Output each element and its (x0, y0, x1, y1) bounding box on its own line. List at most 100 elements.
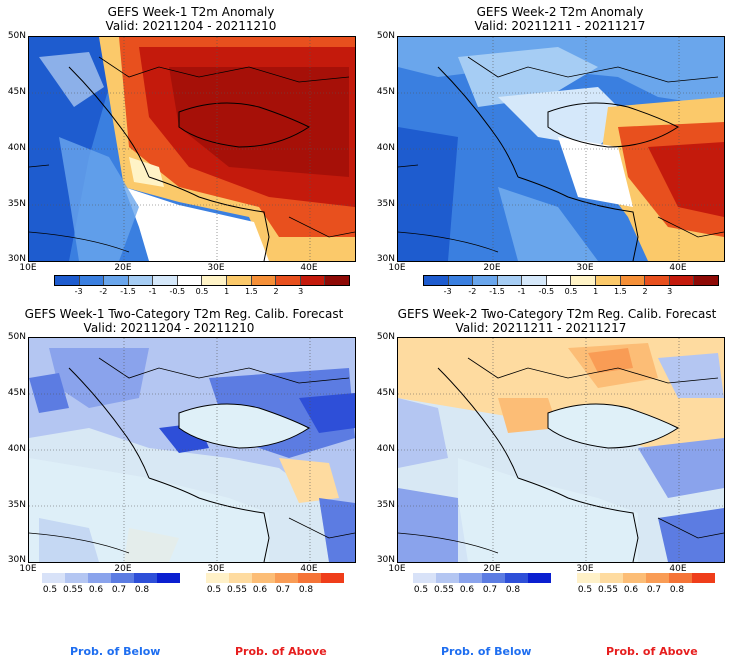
panel1-valid: Valid: 20211204 - 20211210 (105, 19, 277, 33)
probability-swatch (623, 573, 646, 583)
p3-lat-40n: 40N (7, 444, 26, 454)
probability-swatch (436, 573, 459, 583)
anomaly-tick-label: -1.5 (120, 287, 136, 296)
p3-lon-20e: 20E (114, 564, 132, 574)
anomaly-tick-label: -2 (99, 287, 108, 296)
anomaly-tick-label: 2 (273, 287, 279, 296)
p1-lat-40n: 40N (7, 143, 26, 153)
anomaly-swatch (473, 276, 498, 285)
anomaly-swatch (571, 276, 597, 285)
prob-below-colorbar-week1 (42, 573, 180, 583)
p2-lon-30e: 30E (576, 263, 594, 273)
panel2-valid: Valid: 20211211 - 20211217 (474, 19, 646, 33)
probability-tick-label: 0.6 (88, 585, 104, 595)
probability-tick-label: 0.5 (413, 585, 429, 595)
p2-lat-45n: 45N (376, 87, 395, 97)
anomaly-swatch (227, 276, 252, 285)
prob-above-colorbar-week1 (206, 573, 344, 583)
week1-anomaly-field (29, 37, 355, 261)
p1-lon-30e: 30E (207, 263, 225, 273)
anomaly-swatch (645, 276, 670, 285)
week2-anomaly-map (397, 36, 725, 262)
anomaly-tick-label: -1 (517, 287, 526, 296)
anomaly-swatch (596, 276, 621, 285)
footer-prob-below-right: Prob. of Below (441, 645, 532, 658)
anomaly-swatch (276, 276, 301, 285)
p2-lat-35n: 35N (376, 199, 395, 209)
probability-tick-label: 0.8 (505, 585, 521, 595)
p4-lon-40e: 40E (669, 564, 687, 574)
p4-lon-30e: 30E (576, 564, 594, 574)
probability-swatch (459, 573, 482, 583)
probability-tick-label: 0.55 (62, 585, 84, 595)
probability-tick-label: 0.7 (646, 585, 662, 595)
anomaly-swatch (522, 276, 547, 285)
anomaly-tick-label: 1 (593, 287, 599, 296)
anomaly-tick-label: -1.5 (489, 287, 505, 296)
anomaly-swatch (448, 276, 474, 285)
anomaly-swatch (546, 276, 572, 285)
probability-swatch (321, 573, 344, 583)
anomaly-swatch (694, 276, 718, 285)
panel3-valid: Valid: 20211204 - 20211210 (83, 321, 255, 335)
probability-tick-label: 0.6 (459, 585, 475, 595)
probability-swatch (134, 573, 157, 583)
probability-swatch (482, 573, 505, 583)
probability-swatch (692, 573, 715, 583)
anomaly-swatch (55, 276, 80, 285)
p4-lat-40n: 40N (376, 444, 395, 454)
panel3-title: GEFS Week-1 Two-Category T2m Reg. Calib.… (24, 307, 344, 321)
p2-lon-10e: 10E (388, 263, 406, 273)
probability-swatch (505, 573, 528, 583)
anomaly-swatch (424, 276, 449, 285)
anomaly-colorbar-week1 (54, 275, 350, 286)
p1-lon-20e: 20E (114, 263, 132, 273)
anomaly-tick-label: 0.5 (564, 287, 578, 296)
anomaly-swatch (153, 276, 178, 285)
p4-lon-10e: 10E (388, 564, 406, 574)
anomaly-tick-label: 1.5 (613, 287, 627, 296)
panel4-valid: Valid: 20211211 - 20211217 (455, 321, 627, 335)
anomaly-tick-label: -0.5 (538, 287, 555, 296)
p2-lon-40e: 40E (669, 263, 687, 273)
p3-lon-30e: 30E (207, 564, 225, 574)
anomaly-colorbar-week2 (423, 275, 719, 286)
p4-lat-30n: 30N (376, 555, 395, 565)
probability-tick-label: 0.5 (42, 585, 58, 595)
anomaly-tick-label: 3 (298, 287, 304, 296)
anomaly-tick-label: -1 (148, 287, 157, 296)
week1-anomaly-map (28, 36, 356, 262)
anomaly-tick-label: -3 (74, 287, 83, 296)
anomaly-swatch (620, 276, 646, 285)
week1-probability-field (29, 338, 355, 562)
p3-lat-35n: 35N (7, 500, 26, 510)
probability-swatch (577, 573, 600, 583)
anomaly-tick-label: -3 (443, 287, 452, 296)
p1-lon-10e: 10E (19, 263, 37, 273)
panel2-title: GEFS Week-2 T2m Anomaly (476, 5, 644, 19)
anomaly-swatch (104, 276, 129, 285)
probability-swatch (88, 573, 111, 583)
anomaly-tick-label: -2 (468, 287, 477, 296)
probability-tick-label: 0.8 (134, 585, 150, 595)
p4-lat-45n: 45N (376, 388, 395, 398)
p3-lat-30n: 30N (7, 555, 26, 565)
probability-tick-label: 0.7 (275, 585, 291, 595)
prob-above-colorbar-week2 (577, 573, 715, 583)
anomaly-swatch (251, 276, 277, 285)
probability-swatch (646, 573, 669, 583)
p2-lat-30n: 30N (376, 254, 395, 264)
anomaly-tick-label: 1.5 (244, 287, 258, 296)
anomaly-tick-label: 0.5 (195, 287, 209, 296)
probability-swatch (111, 573, 134, 583)
panel1-title: GEFS Week-1 T2m Anomaly (107, 5, 275, 19)
p3-lon-40e: 40E (300, 564, 318, 574)
anomaly-tick-label: 2 (642, 287, 648, 296)
p1-lat-30n: 30N (7, 254, 26, 264)
probability-swatch (206, 573, 229, 583)
probability-swatch (298, 573, 321, 583)
p3-lon-10e: 10E (19, 564, 37, 574)
p1-lat-35n: 35N (7, 199, 26, 209)
week2-probability-field (398, 338, 724, 562)
probability-swatch (669, 573, 692, 583)
